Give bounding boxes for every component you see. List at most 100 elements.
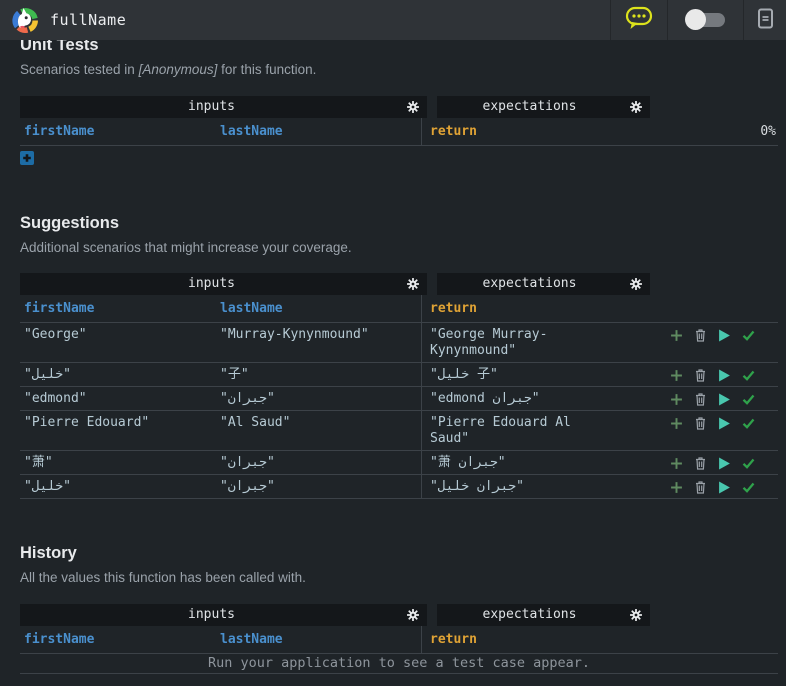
column-header-row: firstName lastName return 0% (20, 118, 778, 146)
accept-check-icon[interactable] (742, 456, 755, 470)
accept-check-icon[interactable] (742, 392, 755, 406)
firstname-value[interactable]: "خليل" (24, 479, 71, 494)
inputs-header: inputs (20, 96, 427, 118)
row-actions (650, 323, 778, 342)
firstname-value[interactable]: "خليل" (24, 367, 71, 382)
return-value[interactable]: "خليل‎ جبران" (430, 479, 524, 494)
inputs-header: inputs (20, 604, 427, 626)
toggle-switch[interactable] (684, 9, 725, 30)
run-play-icon[interactable] (718, 416, 731, 430)
run-play-icon[interactable] (718, 456, 731, 470)
run-play-icon[interactable] (718, 392, 731, 406)
lastname-value[interactable]: "جبران" (220, 391, 275, 406)
unit-tests-subtitle: Scenarios tested in [Anonymous] for this… (20, 62, 766, 78)
plus-icon (23, 154, 31, 162)
accept-check-icon[interactable] (742, 368, 755, 382)
row-actions (650, 451, 778, 470)
accept-check-icon[interactable] (742, 480, 755, 494)
lastname-value[interactable]: "Murray-Kynynmound" (220, 327, 369, 342)
document-icon (757, 8, 774, 32)
add-icon[interactable] (670, 368, 683, 382)
col-return: return (421, 626, 650, 653)
return-value[interactable]: "George Murray-Kynynmound" (430, 327, 548, 358)
unit-tests-table: inputs (20, 96, 778, 146)
firstname-value[interactable]: "Pierre Edouard" (24, 415, 150, 430)
add-test-case-button[interactable] (20, 151, 34, 165)
suggestion-row: "خليل" "جبران" "خليل‎ جبران" (20, 475, 778, 499)
lastname-value[interactable]: "جبران" (220, 479, 275, 494)
suggestion-row: "萧" "جبران" "萧 جبران" (20, 451, 778, 475)
firstname-value[interactable]: "edmond" (24, 391, 87, 406)
suggestion-row: "George" "Murray-Kynynmound" "George Mur… (20, 323, 778, 363)
col-lastname: lastName (220, 301, 283, 316)
toggle-knob (684, 9, 706, 30)
col-firstname: firstName (24, 632, 95, 647)
return-value[interactable]: "萧 جبران" (430, 455, 506, 470)
inputs-settings-gear-icon[interactable] (407, 101, 419, 113)
lastname-value[interactable]: "子" (220, 367, 249, 382)
add-icon[interactable] (670, 480, 683, 494)
table-group-header: inputs (20, 96, 778, 118)
inputs-header: inputs (20, 273, 427, 295)
lastname-value[interactable]: "جبران" (220, 455, 275, 470)
add-icon[interactable] (670, 328, 683, 342)
expectations-header: expectations (437, 96, 650, 118)
unit-tests-heading: Unit Tests (20, 36, 99, 54)
table-group-header: inputs (20, 273, 778, 295)
ponicode-logo-icon (12, 7, 39, 34)
delete-trash-icon[interactable] (694, 392, 707, 406)
run-play-icon[interactable] (718, 328, 731, 342)
row-actions (650, 387, 778, 406)
top-bar: fullName (0, 0, 786, 40)
inputs-settings-gear-icon[interactable] (407, 609, 419, 621)
delete-trash-icon[interactable] (694, 416, 707, 430)
delete-trash-icon[interactable] (694, 480, 707, 494)
suggestion-row: "خليل" "子" "خليل 子" (20, 363, 778, 387)
suggestions-heading: Suggestions (20, 214, 120, 232)
suggestions-section: Suggestions Additional scenarios that mi… (20, 214, 778, 499)
accept-check-icon[interactable] (742, 416, 755, 430)
col-firstname: firstName (24, 301, 95, 316)
table-group-header: inputs (20, 604, 778, 626)
firstname-value[interactable]: "George" (24, 327, 87, 342)
expectations-header: expectations (437, 273, 650, 295)
subtitle-context: [Anonymous] (138, 62, 218, 77)
return-value[interactable]: "Pierre Edouard Al Saud" (430, 415, 571, 446)
accept-check-icon[interactable] (742, 328, 755, 342)
history-heading: History (20, 544, 77, 562)
suggestions-table: inputs (20, 273, 778, 499)
add-icon[interactable] (670, 392, 683, 406)
chat-bubble-icon (625, 6, 653, 34)
expectations-header: expectations (437, 604, 650, 626)
inputs-label: inputs (188, 607, 235, 622)
expectations-settings-gear-icon[interactable] (630, 101, 642, 113)
return-value[interactable]: "edmond جبران" (430, 391, 540, 406)
delete-trash-icon[interactable] (694, 328, 707, 342)
chat-feedback-button[interactable] (610, 0, 667, 40)
column-header-row: firstName lastName return (20, 295, 778, 323)
run-play-icon[interactable] (718, 368, 731, 382)
history-empty-message: Run your application to see a test case … (20, 654, 778, 674)
col-lastname: lastName (220, 124, 283, 139)
expectations-label: expectations (482, 607, 577, 622)
docs-button[interactable] (743, 0, 786, 40)
expectations-label: expectations (482, 99, 577, 114)
delete-trash-icon[interactable] (694, 456, 707, 470)
expectations-settings-gear-icon[interactable] (630, 278, 642, 290)
expectations-settings-gear-icon[interactable] (630, 609, 642, 621)
row-actions (650, 475, 778, 494)
lastname-value[interactable]: "Al Saud" (220, 415, 291, 430)
run-play-icon[interactable] (718, 480, 731, 494)
inputs-settings-gear-icon[interactable] (407, 278, 419, 290)
inputs-label: inputs (188, 99, 235, 114)
col-return: return (421, 295, 650, 322)
firstname-value[interactable]: "萧" (24, 455, 53, 470)
suggestion-row: "Pierre Edouard" "Al Saud" "Pierre Edoua… (20, 411, 778, 451)
history-subtitle: All the values this function has been ca… (20, 570, 306, 585)
return-value[interactable]: "خليل 子" (430, 367, 498, 382)
delete-trash-icon[interactable] (694, 368, 707, 382)
add-icon[interactable] (670, 416, 683, 430)
expectations-label: expectations (482, 276, 577, 291)
add-icon[interactable] (670, 456, 683, 470)
